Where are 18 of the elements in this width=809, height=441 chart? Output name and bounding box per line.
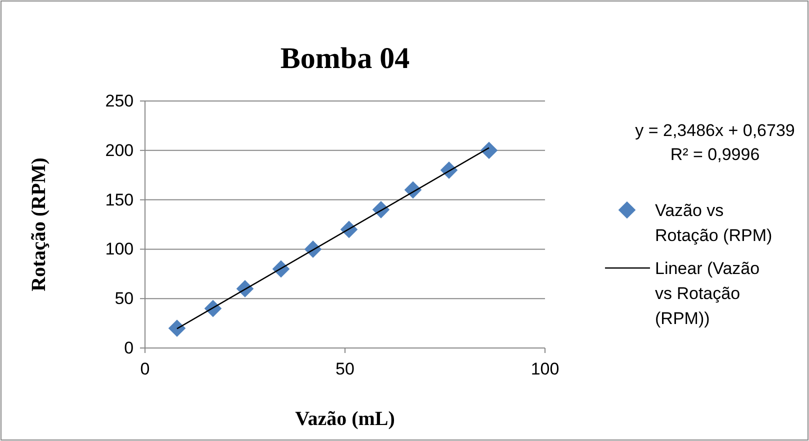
x-axis-title: Vazão (mL) bbox=[295, 408, 395, 430]
point bbox=[168, 320, 186, 337]
y-tick-label: 0 bbox=[124, 338, 134, 358]
x-tick-label: 50 bbox=[336, 360, 354, 379]
legend-label: Vazão vs Rotação (RPM) bbox=[655, 201, 772, 245]
y-tick-label: 250 bbox=[105, 91, 134, 110]
y-tick-label: 50 bbox=[114, 289, 134, 308]
y-tick-label: 200 bbox=[105, 140, 134, 160]
text: y = 2,3486x + 0,6739 bbox=[635, 121, 795, 140]
y-tick-label: 150 bbox=[105, 190, 134, 210]
text: R² = 0,9996 bbox=[670, 145, 760, 164]
y-axis-title: Rotação (RPM) bbox=[28, 158, 50, 292]
chart-title: Bomba 04 bbox=[280, 42, 410, 75]
x-tick-label: 100 bbox=[530, 360, 560, 379]
y-tick-label: 100 bbox=[105, 240, 134, 259]
point bbox=[480, 142, 498, 160]
x-tick-label: 0 bbox=[140, 360, 150, 379]
legend-label: Linear (Vazão vs Rotação (RPM)) bbox=[655, 259, 760, 328]
